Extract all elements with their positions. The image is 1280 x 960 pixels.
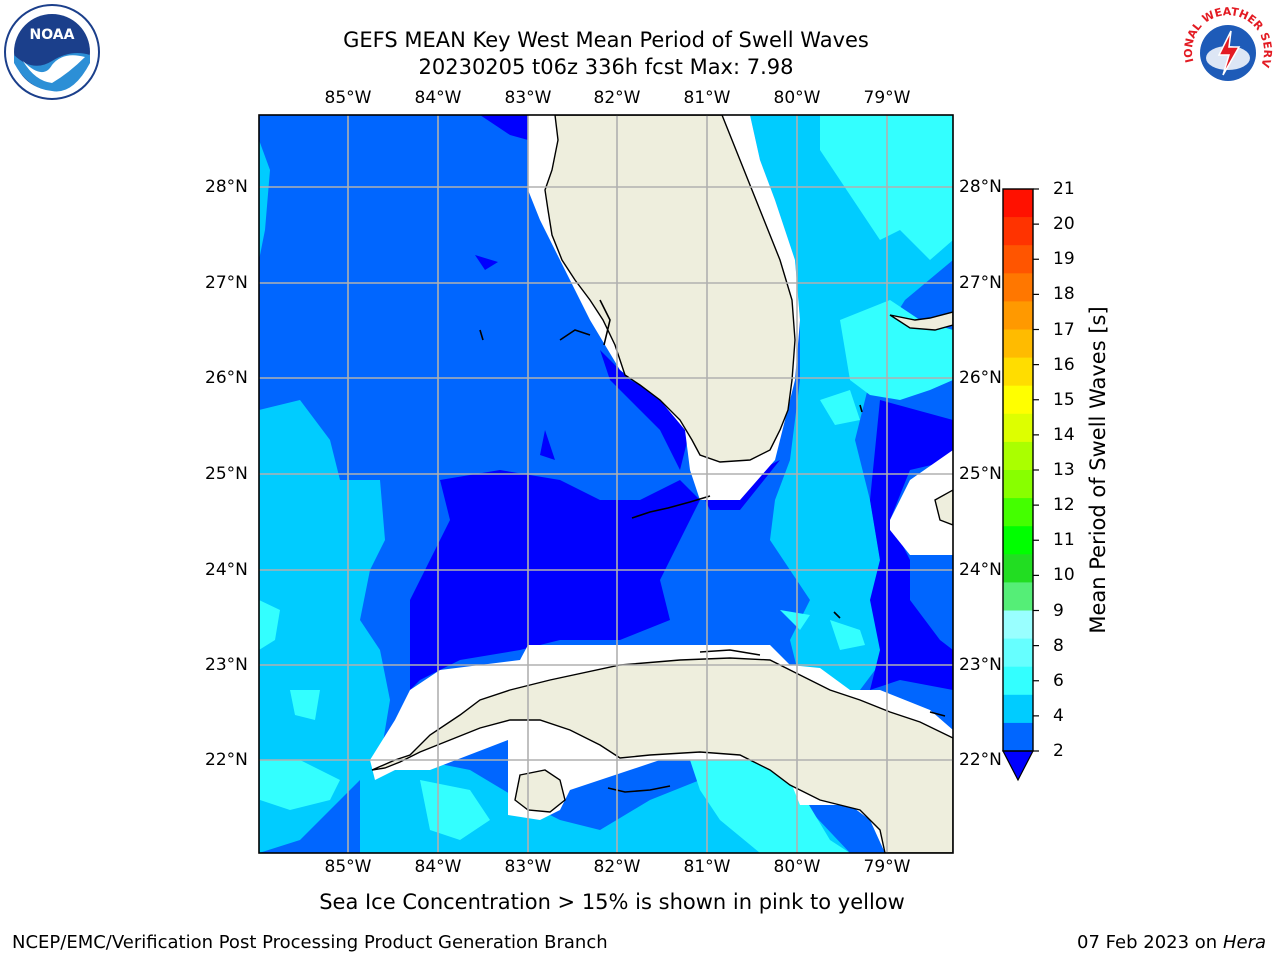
lon_label-3: 82°W (593, 88, 641, 108)
lat_label-4: 24°N (959, 560, 1002, 580)
lat_label-2: 26°N (205, 368, 248, 388)
colorbar-segment (1003, 189, 1033, 218)
date-text: 07 Feb 2023 on (1077, 932, 1218, 953)
lat_label-0: 28°N (959, 177, 1002, 197)
lat_label-6: 22°N (959, 750, 1002, 770)
lon_label-4: 81°W (683, 857, 731, 877)
colorbar-tick-label: 21 (1053, 179, 1075, 199)
colorbar-tick-label: 17 (1053, 319, 1075, 340)
florida-peninsula (544, 115, 796, 463)
lon_label-3: 82°W (593, 857, 641, 877)
colorbar-tick-label: 11 (1053, 530, 1075, 551)
lon_label-4: 81°W (683, 88, 731, 108)
lat_label-1: 27°N (959, 273, 1002, 293)
date-stamp: 07 Feb 2023 on Hera (1077, 932, 1266, 953)
lon_label-2: 83°W (504, 857, 552, 877)
colorbar-segment (1003, 666, 1033, 696)
bahamas-andros (934, 489, 953, 526)
colorbar-segment (1003, 526, 1033, 555)
colorbar-under-extension (1002, 750, 1034, 782)
lat_label-1: 27°N (205, 273, 248, 293)
cuba (371, 657, 953, 853)
colorbar-segment (1003, 245, 1033, 274)
bahamas-grand (889, 311, 953, 331)
colorbar-segment (1003, 385, 1033, 415)
lat_label-0: 28°N (205, 177, 248, 197)
sea-ice-note: Sea Ice Concentration > 15% is shown in … (319, 890, 905, 914)
noaa-logo: NOAA (4, 4, 100, 100)
colorbar-tick-label: 15 (1053, 389, 1075, 410)
colorbar-tick-label: 9 (1053, 600, 1064, 621)
lon_label-0: 85°W (324, 88, 372, 108)
colorbar-tick-label: 16 (1053, 354, 1075, 375)
map-field (259, 115, 953, 853)
colorbar-tick-label: 2 (1053, 741, 1064, 761)
colorbar-segment (1003, 722, 1033, 752)
field-under-2-regions (410, 115, 953, 690)
credit-text: NCEP/EMC/Verification Post Processing Pr… (12, 932, 608, 953)
colorbar-segment (1003, 498, 1033, 527)
lon_label-1: 84°W (414, 857, 462, 877)
lon_label-2: 83°W (504, 88, 552, 108)
colorbar-segment (1003, 694, 1033, 724)
lon_label-6: 79°W (863, 88, 911, 108)
colorbar-segment (1003, 441, 1033, 471)
colorbar-segment (1003, 470, 1033, 499)
colorbar-tick-label: 10 (1053, 565, 1075, 586)
lat_label-4: 24°N (205, 560, 248, 580)
lon_label-5: 80°W (773, 857, 821, 877)
colorbar-label: Mean Period of Swell Waves [s] (1086, 306, 1110, 634)
host-name: Hera (1222, 932, 1266, 953)
lon_label-1: 84°W (414, 88, 462, 108)
colorbar-segment (1003, 217, 1033, 246)
lat_label-5: 23°N (205, 655, 248, 675)
lat_label-3: 25°N (959, 464, 1002, 484)
land (371, 115, 953, 853)
colorbar-segment (1003, 357, 1033, 387)
colorbar-segment (1003, 582, 1033, 611)
lat_label-3: 25°N (205, 464, 248, 484)
colorbar-segment (1003, 610, 1033, 640)
colorbar-tick-label: 6 (1053, 670, 1064, 691)
colorbar-segment (1003, 413, 1033, 443)
noaa-logo-text: NOAA (30, 27, 75, 43)
colorbar-segment (1003, 638, 1033, 668)
lon_label-0: 85°W (324, 857, 372, 877)
lat_label-5: 23°N (959, 655, 1002, 675)
colorbar-segment (1003, 554, 1033, 583)
colorbar-tick-label: 12 (1053, 495, 1075, 516)
colorbar-tick-label: 14 (1053, 424, 1075, 445)
colorbar-tick-label: 20 (1053, 214, 1075, 235)
colorbar-segment (1003, 301, 1033, 330)
chart-subtitle: 20230205 t06z 336h fcst Max: 7.98 (418, 55, 794, 79)
colorbar-segment (1003, 273, 1033, 302)
lat_label-2: 26°N (959, 368, 1002, 388)
lat_label-6: 22°N (205, 750, 248, 770)
lon_label-5: 80°W (773, 88, 821, 108)
colorbar-segment (1003, 329, 1033, 359)
nws-logo: NATIONAL WEATHER SERVICE (1179, 3, 1275, 99)
chart-title: GEFS MEAN Key West Mean Period of Swell … (343, 28, 869, 52)
colorbar-tick-label: 13 (1053, 460, 1075, 480)
colorbar-tick-label: 18 (1053, 284, 1075, 305)
map-frame (258, 114, 954, 854)
graticule (259, 115, 953, 853)
colorbar-tick-label: 8 (1053, 635, 1064, 656)
colorbar-tick-label: 4 (1053, 705, 1064, 726)
colorbar-tick-label: 19 (1053, 249, 1075, 270)
lon_label-6: 79°W (863, 857, 911, 877)
